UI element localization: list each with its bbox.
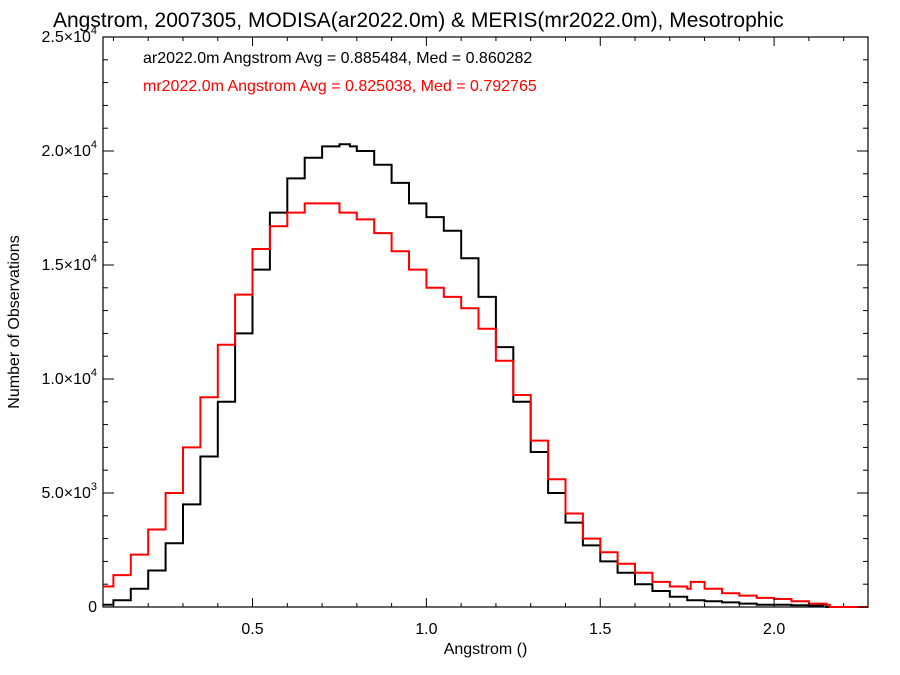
- y-tick-label: 0: [88, 599, 97, 616]
- plot-area-border: [102, 36, 869, 608]
- plot-frame: [102, 36, 869, 608]
- series-line-ar2022-0m: [103, 143, 868, 608]
- x-tick-label: 1.0: [415, 621, 437, 638]
- y-axis-label: Number of Observations: [6, 235, 23, 408]
- x-axis-label: Angstrom (): [444, 641, 528, 658]
- y-tick-label: 2.0×104: [41, 139, 97, 160]
- y-tick-exponent: 4: [91, 253, 97, 265]
- y-tick-mantissa: 1.0×10: [41, 371, 90, 388]
- legend-entry-ar2022: ar2022.0m Angstrom Avg = 0.885484, Med =…: [143, 50, 532, 67]
- y-tick-label: 2.5×104: [41, 25, 97, 46]
- y-tick-mantissa: 5.0×10: [41, 485, 90, 502]
- y-tick-label: 1.5×104: [41, 253, 97, 274]
- y-tick-exponent: 4: [91, 367, 97, 379]
- y-tick-exponent: 4: [91, 139, 97, 151]
- y-tick-label: 1.0×104: [41, 367, 97, 388]
- x-tick-label: 2.0: [763, 621, 785, 638]
- x-axis-ticks: 0.5 1.0 1.5 2.0: [112, 37, 845, 638]
- x-tick-label: 0.5: [241, 621, 263, 638]
- series-group: [103, 143, 868, 608]
- legend-entry-mr2022: mr2022.0m Angstrom Avg = 0.825038, Med =…: [143, 78, 537, 95]
- x-tick-label: 1.5: [589, 621, 611, 638]
- y-tick-mantissa: 2.5×10: [41, 29, 90, 46]
- legend: ar2022.0m Angstrom Avg = 0.885484, Med =…: [143, 50, 537, 95]
- chart-title: Angstrom, 2007305, MODISA(ar2022.0m) & M…: [53, 9, 784, 32]
- y-tick-exponent: 4: [91, 25, 97, 37]
- y-tick-mantissa: 0: [88, 599, 97, 616]
- y-tick-label: 5.0×103: [41, 481, 97, 502]
- y-tick-mantissa: 1.5×10: [41, 257, 90, 274]
- series-line-mr2022-0m: [103, 202, 868, 608]
- y-tick-mantissa: 2.0×10: [41, 143, 90, 160]
- y-tick-exponent: 3: [91, 481, 97, 493]
